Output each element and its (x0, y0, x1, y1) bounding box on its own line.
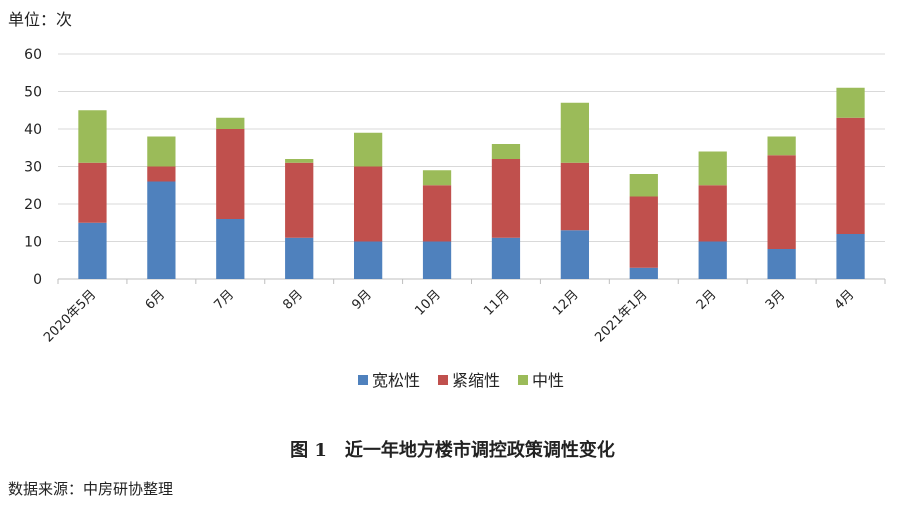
bar-segment-中性 (147, 136, 176, 167)
y-tick-label: 50 (24, 85, 42, 101)
bar-segment-紧缩性 (629, 196, 658, 268)
y-tick-label: 10 (24, 235, 42, 251)
bar-segment-宽松性 (216, 219, 245, 279)
x-tick-label: 12月 (550, 287, 581, 318)
bar-segment-紧缩性 (353, 166, 383, 242)
bar-segment-宽松性 (78, 222, 107, 279)
x-tick-label: 4月 (832, 287, 858, 313)
bar-segment-宽松性 (353, 241, 383, 279)
bar-segment-中性 (353, 132, 383, 167)
x-axis: 2020年5月 6月 7月 8月 9月 10月 11月 12月 2021年1月 2月 3月 4月 (41, 279, 886, 345)
legend-swatch (358, 375, 368, 385)
legend-label: 中性 (532, 371, 564, 390)
bar-segment-宽松性 (491, 237, 521, 279)
x-tick-label: 3月 (763, 287, 789, 313)
y-tick-label: 0 (33, 272, 42, 288)
bar-segment-紧缩性 (560, 162, 590, 231)
bar-segment-紧缩性 (78, 162, 107, 223)
bar-segment-中性 (216, 117, 245, 129)
legend: 宽松性 紧缩性 中性 (358, 371, 564, 390)
bar-segment-紧缩性 (836, 117, 865, 234)
y-tick-label: 40 (24, 122, 42, 138)
bar-segment-宽松性 (147, 181, 176, 279)
bar-segment-宽松性 (422, 241, 452, 279)
bar-segment-紧缩性 (698, 185, 727, 242)
bar-segment-中性 (285, 159, 314, 163)
y-tick-label: 20 (24, 197, 42, 213)
x-tick-label: 2020年5月 (41, 287, 99, 345)
unit-label: 单位：次 (8, 10, 73, 29)
x-tick-label: 10月 (412, 287, 443, 318)
bars (78, 87, 865, 279)
bar-segment-宽松性 (285, 237, 314, 279)
bar-segment-紧缩性 (491, 159, 521, 238)
bar-segment-中性 (78, 110, 107, 163)
legend-swatch (438, 375, 448, 385)
x-tick-label: 6月 (143, 287, 169, 313)
legend-swatch (518, 375, 528, 385)
x-tick-label: 2月 (694, 287, 720, 313)
legend-label: 宽松性 (372, 371, 420, 390)
bar-segment-中性 (629, 174, 658, 197)
source-note: 数据来源：中房研协整理 (8, 480, 174, 498)
bar-segment-中性 (836, 87, 865, 118)
bar-segment-宽松性 (767, 249, 796, 279)
bar-segment-宽松性 (560, 230, 590, 279)
bar-segment-紧缩性 (216, 129, 245, 219)
bar-segment-宽松性 (629, 267, 658, 279)
x-tick-label: 9月 (349, 287, 375, 313)
x-tick-label: 2021年1月 (592, 287, 650, 345)
bar-segment-紧缩性 (422, 185, 452, 242)
bar-segment-中性 (767, 136, 796, 156)
bar-segment-宽松性 (698, 241, 727, 279)
figure-caption: 图 1 近一年地方楼市调控政策调性变化 (290, 440, 615, 461)
x-tick-label: 7月 (211, 287, 237, 313)
x-tick-label: 11月 (481, 287, 512, 318)
bar-segment-中性 (491, 144, 521, 159)
bar-segment-中性 (422, 170, 452, 186)
bar-segment-中性 (560, 102, 590, 163)
y-axis: 0 10 20 30 40 50 60 (24, 47, 42, 288)
y-tick-label: 60 (24, 47, 42, 63)
bar-segment-紧缩性 (767, 155, 796, 249)
x-tick-label: 8月 (280, 287, 306, 313)
bar-segment-紧缩性 (285, 162, 314, 238)
bar-segment-宽松性 (836, 234, 865, 279)
bar-segment-中性 (698, 151, 727, 186)
gridlines (58, 53, 885, 280)
bar-segment-紧缩性 (147, 166, 176, 182)
y-tick-label: 30 (24, 160, 42, 176)
legend-label: 紧缩性 (452, 371, 500, 390)
